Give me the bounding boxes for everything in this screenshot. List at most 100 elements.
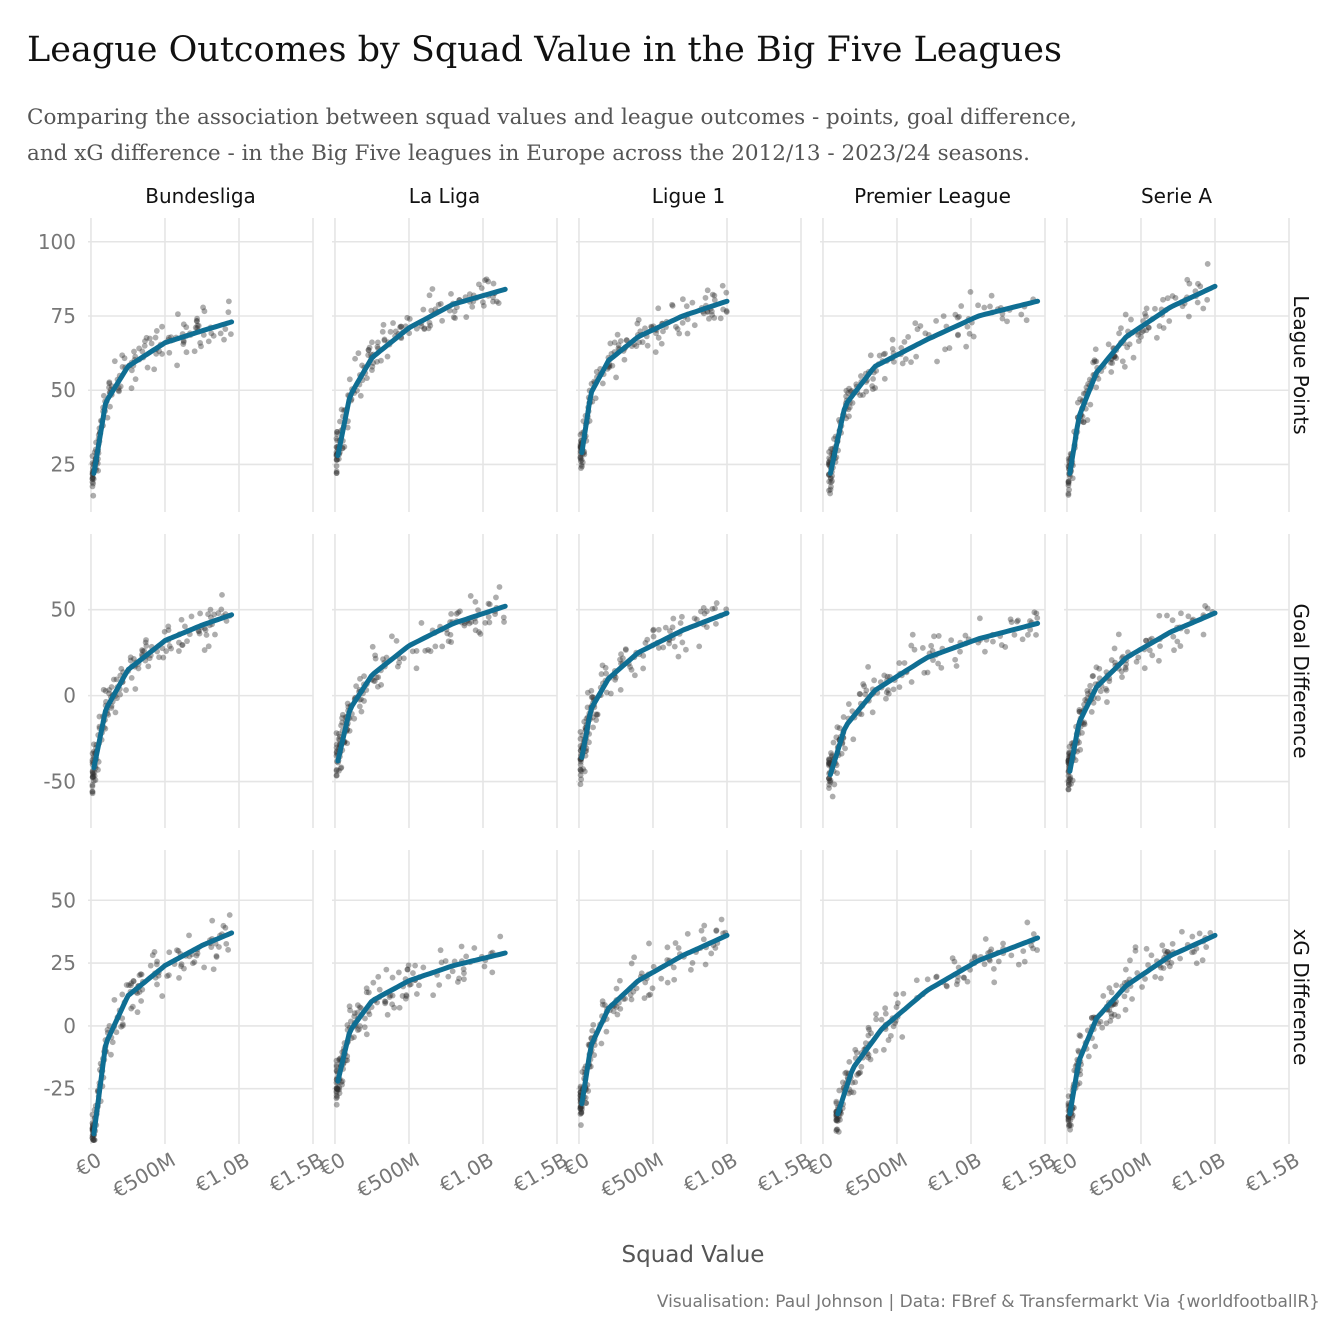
x-tick-label: €1.5B [997, 1148, 1059, 1198]
data-point [672, 940, 679, 946]
data-point [833, 1127, 840, 1134]
data-point [846, 413, 852, 420]
data-point [702, 294, 709, 301]
data-point [1160, 325, 1167, 331]
y-tick-label: 75 [51, 304, 76, 328]
data-point [493, 594, 499, 601]
fit-line [579, 932, 730, 1107]
data-point [333, 730, 340, 736]
data-point [711, 297, 718, 303]
data-point [826, 756, 833, 763]
data-point [1080, 720, 1087, 727]
data-point [578, 462, 585, 468]
data-point [500, 614, 507, 621]
data-point [371, 678, 378, 685]
data-point [627, 991, 634, 998]
x-tick-label: €1.5B [265, 1148, 327, 1198]
data-point [1177, 955, 1184, 962]
data-point [90, 1137, 97, 1143]
data-point [106, 379, 113, 386]
data-point [840, 714, 847, 720]
data-point [667, 628, 673, 634]
data-point [395, 969, 402, 976]
data-point [196, 628, 202, 635]
data-point [1200, 631, 1207, 638]
data-point [337, 418, 343, 425]
data-point [1019, 636, 1026, 643]
data-point [646, 940, 652, 947]
data-point [1033, 631, 1039, 638]
data-point [880, 1046, 887, 1053]
data-point [577, 772, 584, 779]
data-point [1156, 612, 1163, 619]
data-point [89, 476, 96, 483]
data-point [425, 325, 432, 332]
data-point [688, 966, 694, 973]
data-point [333, 1089, 340, 1096]
data-point [336, 1090, 343, 1097]
data-point [873, 1016, 880, 1023]
data-point [828, 446, 834, 452]
data-point [336, 1086, 343, 1093]
data-point [333, 1088, 340, 1095]
data-point [900, 990, 907, 997]
data-point [599, 1001, 606, 1008]
data-point [1102, 686, 1109, 692]
data-point [1184, 276, 1191, 283]
data-point [149, 952, 156, 959]
data-point [676, 330, 683, 337]
data-point [336, 1084, 343, 1090]
data-point [967, 288, 974, 295]
data-point [827, 779, 834, 785]
data-point [458, 943, 465, 950]
data-point [90, 480, 97, 487]
data-point [437, 947, 444, 954]
data-point [154, 981, 160, 988]
data-point [127, 657, 134, 664]
x-tick-label: €0 [559, 1148, 593, 1182]
data-point [361, 698, 367, 704]
data-point [467, 593, 474, 599]
data-point [416, 982, 422, 989]
data-point [1065, 478, 1072, 485]
data-point [89, 788, 96, 795]
data-point [1084, 417, 1091, 423]
data-point [207, 606, 214, 613]
data-point [921, 669, 928, 676]
subtitle-line-2: and xG difference - in the Big Five leag… [27, 141, 1030, 166]
data-point [1067, 775, 1073, 782]
data-point [205, 643, 212, 650]
data-point [860, 681, 867, 687]
data-point [1093, 664, 1100, 671]
data-point [208, 330, 215, 337]
fit-line [579, 298, 730, 456]
facet-label-serie-a: Serie A [1141, 184, 1212, 208]
data-point [338, 764, 345, 771]
x-tick-label: €1.5B [753, 1148, 815, 1198]
data-point [357, 675, 363, 682]
data-point [89, 479, 96, 485]
data-point [1143, 945, 1150, 952]
data-point [89, 790, 96, 797]
data-point [501, 619, 507, 625]
data-point [366, 1011, 373, 1018]
data-point [703, 608, 710, 615]
data-point [577, 728, 584, 735]
fit-line [91, 319, 235, 476]
data-point [89, 774, 96, 781]
data-point [1076, 706, 1083, 713]
data-point [899, 1034, 906, 1040]
data-point [674, 326, 681, 332]
data-point [933, 974, 940, 981]
data-point [1139, 984, 1145, 990]
data-point [1106, 985, 1113, 991]
data-point [650, 963, 657, 970]
data-point [90, 1137, 97, 1143]
data-point [631, 672, 638, 679]
data-point [334, 431, 340, 437]
data-point [581, 768, 588, 775]
data-point [1099, 1024, 1106, 1031]
data-point [333, 741, 340, 748]
data-point [356, 1023, 363, 1029]
data-point [334, 1085, 340, 1091]
